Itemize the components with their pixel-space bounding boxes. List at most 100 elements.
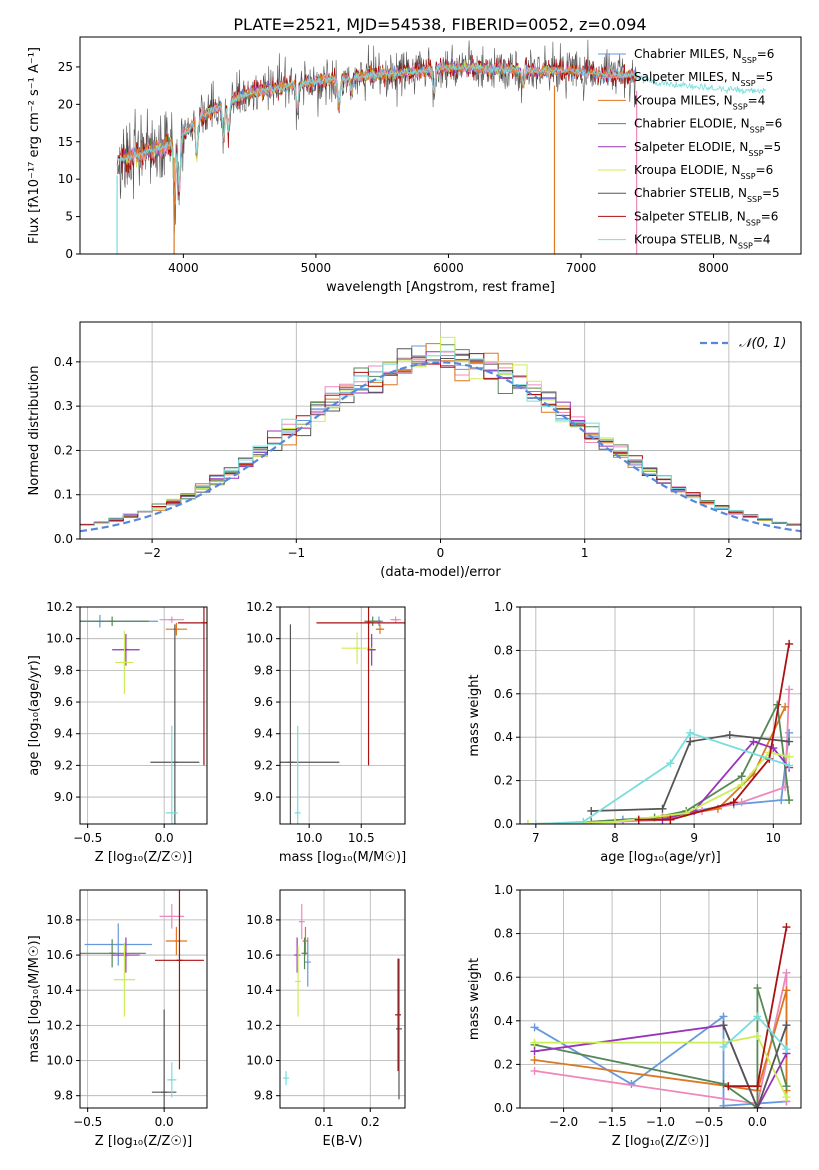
plus-marker	[785, 752, 794, 761]
y-tick-label: 9.8	[254, 1089, 273, 1103]
plus-marker	[719, 1042, 728, 1051]
legend-subscript: SSP	[741, 172, 756, 181]
plus-marker	[686, 728, 695, 737]
y-tick-label: 0.4	[494, 1014, 513, 1028]
errorbar-point	[115, 630, 134, 695]
plus-marker	[729, 798, 738, 807]
legend-subscript: SSP	[738, 241, 753, 250]
legend-entry: Salpeter MILES, NSSP=5	[634, 70, 773, 88]
y-tick-label: 1.0	[494, 600, 513, 614]
legend-value: =6	[765, 117, 783, 131]
y-tick-label: 1.0	[494, 883, 513, 897]
y-tick-label: 9.6	[254, 695, 273, 709]
y-tick-label: 0.0	[54, 532, 73, 546]
age_vs_mass-plot-area	[280, 607, 405, 824]
series-line-kroupa-elodie	[527, 751, 790, 824]
y-tick-label: 25	[58, 60, 73, 74]
x-tick-label: 0.2	[361, 1115, 380, 1129]
x-tick-label: −2	[143, 546, 161, 560]
y-tick-label: 9.0	[254, 790, 273, 804]
errorbar-point	[302, 926, 309, 956]
weight_vs_age-frame: 7 8 9 10 0.0 0.2 0.4 0.6 0.8 1.0 age [log₁₀(age/yr…	[467, 600, 802, 865]
age_vs_Z-plot-area	[80, 607, 207, 824]
plus-marker	[610, 817, 619, 824]
errorbar-point	[301, 937, 308, 970]
series-line-chabrier-stelib	[591, 734, 790, 812]
x-tick-label: 2	[725, 546, 733, 560]
y-tick-label: 9.4	[54, 727, 73, 741]
plus-marker	[785, 728, 794, 737]
errorbar-point	[295, 946, 302, 1017]
plus-marker	[785, 737, 794, 746]
plus-marker	[531, 820, 540, 824]
plus-marker	[530, 1056, 539, 1065]
plus-marker	[686, 737, 695, 746]
weight_vs_Z-axes: −2.0 −1.5 −1.0 −0.5 0.0 0.0 0.2 0.4 0.6 0.8 1.0 Z […	[467, 883, 802, 1149]
x-tick-label: 8	[611, 831, 619, 845]
series-line-chabrier-elodie	[534, 987, 788, 1108]
x-tick-label: −2.0	[549, 1115, 578, 1129]
plus-marker	[530, 1023, 539, 1032]
y-axis-label: Normed distribution	[27, 366, 42, 496]
plus-marker	[782, 1045, 791, 1054]
plus-marker	[782, 1093, 791, 1102]
mass_vs_Z-axes: −0.5 0.0 9.8 10.0 10.2 10.4 10.6 10.8 Z [log₁₀(Z…	[27, 889, 208, 1149]
spectrum-plot-area	[116, 39, 767, 254]
figure-title: PLATE=2521, MJD=54538, FIBERID=0052, z=0…	[233, 15, 646, 34]
legend-entry: Chabrier ELODIE, NSSP=6	[634, 117, 782, 135]
hist-step-chabrier-stelib	[80, 348, 801, 526]
y-tick-label: 10.6	[46, 948, 73, 962]
errorbar-point	[80, 939, 146, 968]
plus-marker	[777, 796, 786, 805]
y-tick-label: 10.6	[246, 948, 273, 962]
legend-entry: Kroupa MILES, NSSP=4	[634, 93, 765, 111]
y-tick-label: 10.8	[46, 913, 73, 927]
legend-value: =6	[757, 47, 775, 61]
y-tick-label: 9.8	[54, 1089, 73, 1103]
errorbar-point	[390, 616, 401, 623]
x-tick-label: 0.1	[314, 1115, 333, 1129]
errorbar-point	[159, 616, 185, 623]
errorbar-point	[84, 923, 152, 966]
plus-marker	[719, 1012, 728, 1021]
weight_vs_Z-plot-area	[530, 923, 791, 1108]
y-tick-label: 10.4	[46, 983, 73, 997]
axes-frame	[79, 889, 208, 1109]
errorbar-point	[304, 937, 311, 987]
y-tick-label: 9.4	[254, 727, 273, 741]
y-tick-label: 10	[58, 172, 73, 186]
x-tick-label: 10.0	[296, 831, 323, 845]
plus-marker	[753, 1082, 762, 1091]
x-tick-label: 0.0	[748, 1115, 767, 1129]
y-tick-label: 0.2	[54, 443, 73, 457]
errorbar-point	[294, 937, 301, 973]
x-axis-label: age [log₁₀(age/yr)]	[600, 850, 721, 865]
errorbar-point	[395, 958, 402, 1100]
y-tick-label: 0.2	[494, 774, 513, 788]
spectrum-legend: Chabrier MILES, NSSP=6 Salpeter MILES, NS…	[598, 47, 782, 250]
normal-curve-line	[80, 361, 801, 533]
y-axis-label: mass weight	[467, 958, 482, 1040]
errorbar-point	[167, 1062, 177, 1098]
y-tick-label: 10.0	[246, 1054, 273, 1068]
errorbar-point	[150, 624, 200, 824]
weight_vs_Z-frame: −2.0 −1.5 −1.0 −0.5 0.0 0.0 0.2 0.4 0.6 0.8 1.0 Z […	[467, 883, 802, 1149]
x-tick-label: 7000	[566, 261, 597, 275]
y-tick-label: 0.4	[494, 730, 513, 744]
y-tick-label: 9.8	[254, 663, 273, 677]
y-tick-label: 0	[65, 247, 73, 261]
y-tick-label: 0.8	[494, 643, 513, 657]
plus-marker	[719, 1080, 728, 1089]
legend-subscript: SSP	[746, 218, 761, 227]
age_vs_mass-axes: 10.0 10.5 9.0 9.2 9.4 9.6 9.8 10.0 10.2 mass [log…	[246, 600, 406, 865]
plus-marker	[782, 1082, 791, 1091]
y-tick-label: 20	[58, 97, 73, 111]
y-tick-label: 0.3	[54, 399, 73, 413]
y-tick-label: 10.4	[246, 983, 273, 997]
y-axis-label: mass weight	[467, 674, 482, 756]
legend-entry: 𝒩(0, 1)	[739, 336, 786, 351]
plus-marker	[530, 1047, 539, 1056]
y-tick-label: 0.6	[494, 970, 513, 984]
legend-entry: Kroupa STELIB, NSSP=4	[634, 233, 771, 251]
